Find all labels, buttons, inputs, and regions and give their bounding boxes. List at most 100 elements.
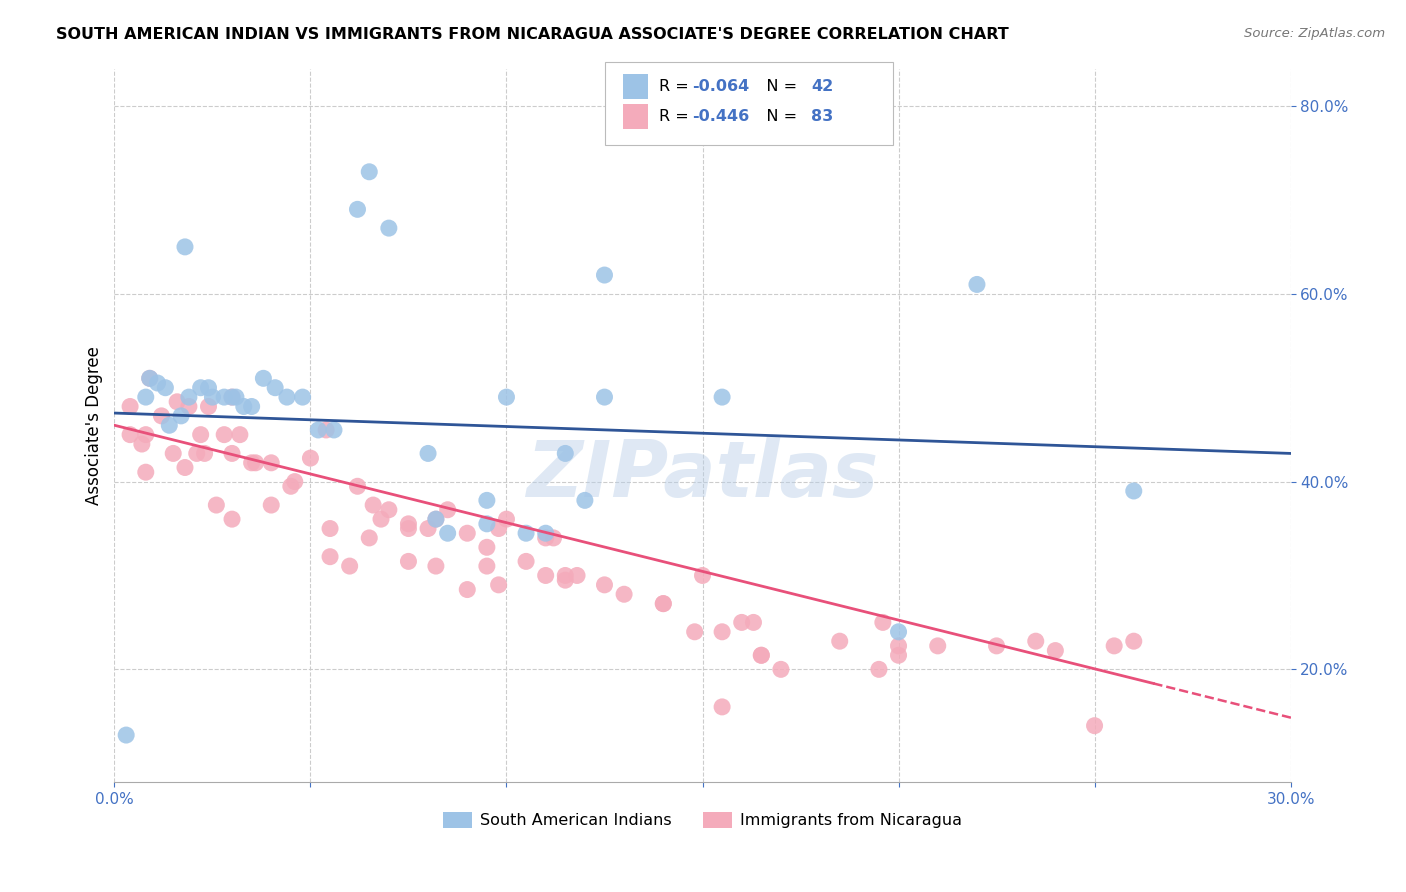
Point <box>887 639 910 653</box>
Point <box>135 427 157 442</box>
Point <box>225 390 247 404</box>
Point <box>346 479 368 493</box>
Point <box>593 390 616 404</box>
Point <box>378 502 401 516</box>
Text: -0.446: -0.446 <box>692 110 749 124</box>
Point <box>565 568 588 582</box>
Point <box>138 371 160 385</box>
Point <box>683 624 706 639</box>
Point <box>828 634 851 648</box>
Point <box>554 446 576 460</box>
Point <box>361 498 384 512</box>
Point <box>194 446 217 460</box>
Point <box>927 639 949 653</box>
Point <box>1083 719 1105 733</box>
Point <box>986 639 1008 653</box>
Text: N =: N = <box>751 79 801 94</box>
Point <box>456 526 478 541</box>
Point <box>157 418 180 433</box>
Point <box>711 390 734 404</box>
Point <box>475 493 498 508</box>
Point <box>488 578 510 592</box>
Point <box>221 446 243 460</box>
Point <box>593 268 616 282</box>
Point <box>205 498 228 512</box>
Point <box>475 541 498 555</box>
Point <box>398 522 420 536</box>
Point <box>515 526 537 541</box>
Point <box>221 512 243 526</box>
Point <box>150 409 173 423</box>
Point <box>307 423 329 437</box>
Point <box>190 381 212 395</box>
Point <box>711 624 734 639</box>
Point <box>475 559 498 574</box>
Point <box>245 456 267 470</box>
Point <box>131 437 153 451</box>
Point <box>190 427 212 442</box>
Point <box>339 559 361 574</box>
Point <box>315 423 337 437</box>
Text: R =: R = <box>659 79 695 94</box>
Point <box>378 221 401 235</box>
Point <box>436 502 458 516</box>
Y-axis label: Associate's Degree: Associate's Degree <box>86 346 103 505</box>
Point <box>456 582 478 597</box>
Text: N =: N = <box>751 110 801 124</box>
Point <box>323 423 346 437</box>
Point <box>1045 643 1067 657</box>
Text: 83: 83 <box>811 110 834 124</box>
Point <box>291 390 314 404</box>
Point <box>574 493 596 508</box>
Point <box>515 554 537 568</box>
Point <box>398 554 420 568</box>
Point <box>652 597 675 611</box>
Point <box>232 400 254 414</box>
Point <box>593 578 616 592</box>
Text: R =: R = <box>659 110 695 124</box>
Point <box>155 381 177 395</box>
Point <box>221 390 243 404</box>
Text: ZIPatlas: ZIPatlas <box>526 437 879 513</box>
Text: -0.064: -0.064 <box>692 79 749 94</box>
Point <box>495 512 517 526</box>
Point <box>416 446 439 460</box>
Point <box>120 427 142 442</box>
Point <box>398 516 420 531</box>
Point <box>1025 634 1047 648</box>
Point <box>868 662 890 676</box>
Point <box>197 400 219 414</box>
Point <box>554 573 576 587</box>
Point <box>174 240 197 254</box>
Point <box>260 456 283 470</box>
Point <box>1122 483 1144 498</box>
Point <box>1122 634 1144 648</box>
Point <box>186 446 208 460</box>
Text: Source: ZipAtlas.com: Source: ZipAtlas.com <box>1244 27 1385 40</box>
Point <box>197 381 219 395</box>
Point <box>174 460 197 475</box>
Point <box>495 390 517 404</box>
Point <box>166 394 188 409</box>
Point <box>135 465 157 479</box>
Point <box>966 277 988 292</box>
Point <box>229 427 252 442</box>
Point <box>170 409 193 423</box>
Point <box>1102 639 1125 653</box>
Point <box>359 165 381 179</box>
Point <box>221 390 243 404</box>
Point <box>264 381 287 395</box>
Point <box>212 427 235 442</box>
Point <box>731 615 754 630</box>
Point <box>436 526 458 541</box>
Point <box>212 390 235 404</box>
Point <box>280 479 302 493</box>
Point <box>543 531 565 545</box>
Point <box>534 568 557 582</box>
Point <box>534 526 557 541</box>
Point <box>554 568 576 582</box>
Point <box>115 728 138 742</box>
Point <box>425 559 447 574</box>
Point <box>613 587 636 601</box>
Point <box>284 475 307 489</box>
